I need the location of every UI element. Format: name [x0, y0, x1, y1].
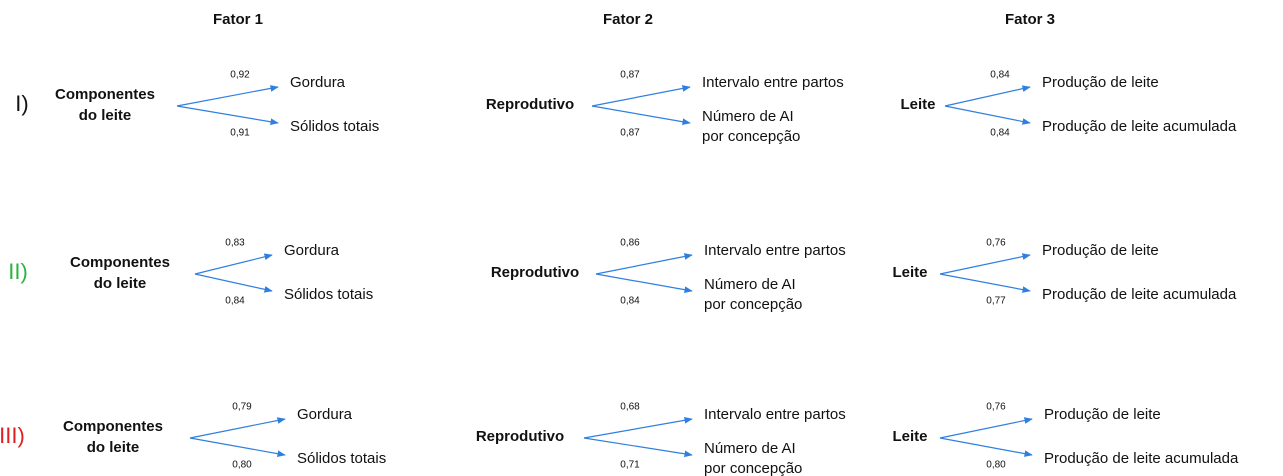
factor-source: do leite — [87, 439, 140, 456]
target: Produção de leite acumulada — [1042, 286, 1237, 303]
loading: 0,79 — [232, 402, 252, 413]
arrow — [939, 437, 1033, 457]
arrow — [583, 417, 693, 439]
target: Intervalo entre partos — [702, 74, 844, 91]
target: Intervalo entre partos — [704, 406, 846, 423]
arrow — [189, 417, 286, 439]
loading: 0,80 — [232, 460, 252, 471]
factor-source: Componentes — [63, 418, 163, 435]
loading: 0,83 — [225, 238, 245, 249]
arrow — [591, 85, 691, 107]
loading: 0,71 — [620, 460, 640, 471]
target: Sólidos totais — [297, 450, 386, 467]
factor-source: Reprodutivo — [491, 264, 579, 281]
arrow — [194, 273, 273, 293]
target: Número de AI — [702, 108, 794, 125]
factor-header: Fator 3 — [1005, 11, 1055, 28]
target: por concepção — [702, 128, 800, 145]
target: Produção de leite acumulada — [1042, 118, 1237, 135]
factor-source: Componentes — [70, 254, 170, 271]
arrow — [583, 437, 693, 458]
factor-source: Leite — [892, 264, 927, 281]
factor-source: Leite — [900, 96, 935, 113]
arrow — [595, 253, 693, 275]
arrow — [939, 273, 1031, 293]
loading: 0,92 — [230, 70, 250, 81]
loading: 0,84 — [990, 128, 1010, 139]
target: por concepção — [704, 296, 802, 313]
target: Número de AI — [704, 440, 796, 457]
target: por concepção — [704, 460, 802, 476]
arrow — [194, 253, 273, 275]
target: Produção de leite — [1044, 406, 1161, 423]
target: Produção de leite — [1042, 74, 1159, 91]
loading: 0,77 — [986, 296, 1006, 307]
loading: 0,87 — [620, 128, 640, 139]
target: Sólidos totais — [284, 286, 373, 303]
target: Sólidos totais — [290, 118, 379, 135]
loading: 0,84 — [620, 296, 640, 307]
loading: 0,76 — [986, 238, 1006, 249]
factor-source: do leite — [79, 107, 132, 124]
factor-source: Reprodutivo — [476, 428, 564, 445]
factor-source: Componentes — [55, 86, 155, 103]
arrow — [939, 253, 1031, 275]
row-label: III) — [0, 423, 25, 448]
target: Produção de leite — [1042, 242, 1159, 259]
loading: 0,68 — [620, 402, 640, 413]
loading: 0,84 — [225, 296, 245, 307]
arrow — [939, 417, 1033, 439]
arrow — [944, 105, 1031, 125]
arrow — [176, 105, 279, 126]
arrow — [176, 85, 279, 107]
loading: 0,87 — [620, 70, 640, 81]
arrow — [591, 105, 691, 126]
arrow — [944, 85, 1031, 107]
loading: 0,86 — [620, 238, 640, 249]
loading: 0,80 — [986, 460, 1006, 471]
factor-source: Leite — [892, 428, 927, 445]
loading: 0,76 — [986, 402, 1006, 413]
target: Gordura — [284, 242, 340, 259]
factor-source: do leite — [94, 275, 147, 292]
arrow — [189, 437, 286, 457]
row-label: I) — [15, 91, 28, 116]
target: Gordura — [290, 74, 346, 91]
arrow — [595, 273, 693, 293]
target: Gordura — [297, 406, 353, 423]
factor-header: Fator 1 — [213, 11, 263, 28]
loading: 0,84 — [990, 70, 1010, 81]
loading: 0,91 — [230, 128, 250, 139]
factor-source: Reprodutivo — [486, 96, 574, 113]
factor-header: Fator 2 — [603, 11, 653, 28]
row-label: II) — [8, 259, 28, 284]
target: Número de AI — [704, 276, 796, 293]
target: Produção de leite acumulada — [1044, 450, 1239, 467]
target: Intervalo entre partos — [704, 242, 846, 259]
